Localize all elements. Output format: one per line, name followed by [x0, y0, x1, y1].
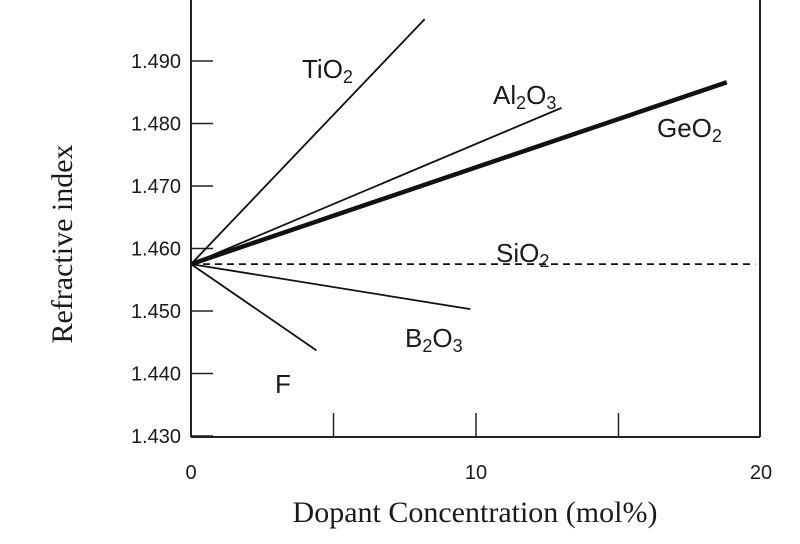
y-tick-label: 1.440: [131, 364, 181, 386]
y-axis-title: Refractive index: [46, 144, 79, 343]
label-subscript: 2: [516, 93, 526, 113]
label-subscript: 2: [422, 336, 432, 356]
y-tick-label: 1.460: [131, 239, 181, 261]
label-subscript: 2: [343, 67, 353, 87]
label-text: SiO: [496, 238, 539, 268]
label-text: B: [405, 323, 422, 353]
series-line-b2o3: [190, 263, 471, 311]
label-text: O: [432, 323, 452, 353]
series-label-b2o3: B2O3: [405, 323, 463, 356]
y-tick-label: 1.470: [131, 176, 181, 198]
series-label-f: F: [275, 369, 291, 399]
series-line-tio2: [190, 18, 426, 265]
label-text: GeO: [657, 113, 712, 143]
series-line-geo2: [190, 80, 728, 267]
y-tick-label: 1.430: [131, 426, 181, 448]
series-label-sio2: SiO2: [496, 238, 549, 271]
x-tick-label: 0: [185, 462, 196, 484]
x-tick-label: 10: [465, 462, 487, 484]
x-tick-label: 20: [750, 462, 772, 484]
x-axis-ticks: 0 10 20: [185, 413, 772, 484]
label-subscript: 3: [546, 93, 556, 113]
series-lines: [190, 18, 756, 352]
y-tick-label: 1.490: [131, 51, 181, 73]
series-label-tio2: TiO2: [302, 54, 353, 87]
series-label-geo2: GeO2: [657, 113, 722, 146]
series-line-f: [190, 263, 317, 352]
label-subscript: 2: [712, 126, 722, 146]
y-tick-label: 1.450: [131, 301, 181, 323]
label-text: Al: [493, 80, 516, 110]
label-subscript: 3: [453, 336, 463, 356]
label-text: TiO: [302, 54, 343, 84]
series-label-al2o3: Al2O3: [493, 80, 556, 113]
label-text: F: [275, 369, 291, 399]
y-axis-ticks: 1.430 1.440 1.450 1.460 1.470 1.480 1.490: [131, 51, 213, 448]
y-tick-label: 1.480: [131, 114, 181, 136]
label-text: O: [526, 80, 546, 110]
label-subscript: 2: [539, 251, 549, 271]
x-axis-title: Dopant Concentration (mol%): [293, 496, 658, 529]
series-line-al2o3: [190, 107, 562, 265]
